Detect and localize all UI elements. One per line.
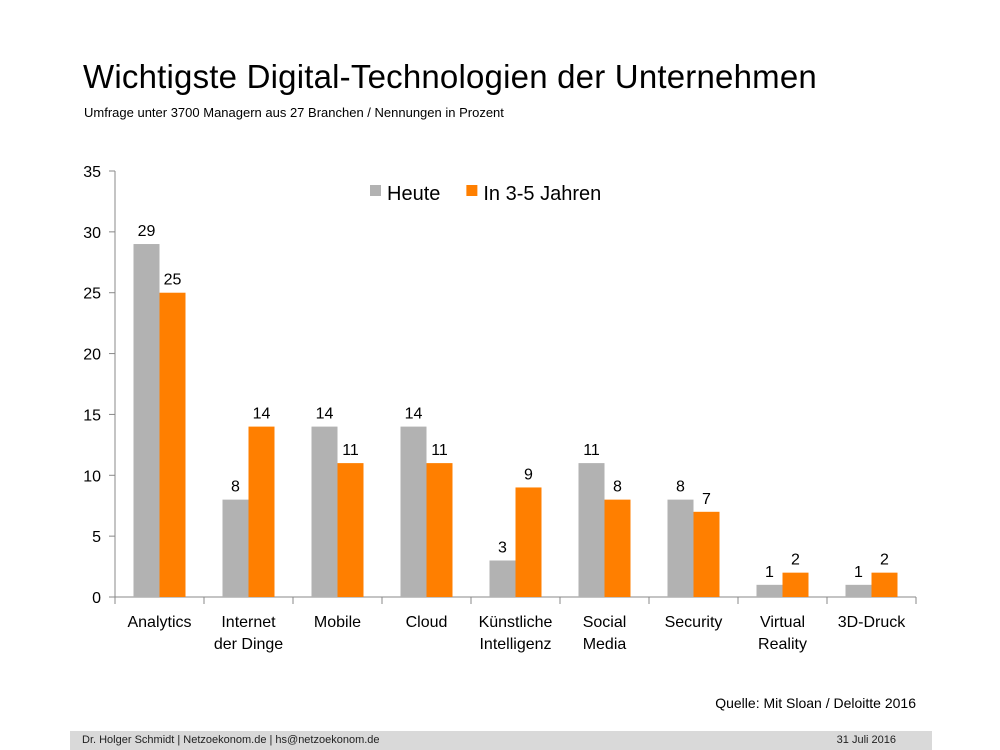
chart-title: Wichtigste Digital-Technologien der Unte… [83, 58, 817, 95]
bar-heute [222, 499, 249, 597]
x-category-label: Künstliche [479, 614, 553, 631]
data-label-heute: 1 [854, 564, 863, 581]
bar-zukunft [515, 487, 542, 597]
bar-heute [400, 426, 427, 597]
y-tick-label: 20 [83, 347, 101, 364]
data-label-zukunft: 7 [702, 491, 711, 508]
y-tick-label: 5 [92, 529, 101, 546]
x-category-label: Mobile [314, 614, 361, 631]
x-category-label: Cloud [406, 614, 448, 631]
data-label-zukunft: 2 [791, 552, 800, 569]
legend-swatch-zukunft [466, 185, 478, 196]
data-label-heute: 14 [405, 406, 423, 423]
data-label-heute: 29 [138, 223, 156, 240]
data-label-heute: 14 [316, 406, 334, 423]
x-category-label: 3D-Druck [838, 614, 907, 631]
footer-author: Dr. Holger Schmidt | Netzoekonom.de | hs… [82, 734, 380, 746]
x-category-label: Social [583, 614, 627, 631]
y-tick-label: 0 [92, 590, 101, 607]
data-label-heute: 1 [765, 564, 774, 581]
bar-heute [845, 584, 872, 597]
bar-zukunft [337, 463, 364, 597]
x-category-label: Internet [221, 614, 276, 631]
x-category-label: Media [583, 636, 627, 653]
bar-zukunft [871, 572, 898, 597]
data-label-zukunft: 8 [613, 479, 622, 496]
y-tick-label: 15 [83, 407, 101, 424]
legend-swatch-heute [370, 185, 381, 196]
bar-heute [578, 463, 605, 597]
x-category-label: Intelligenz [479, 636, 551, 653]
x-category-label: Security [665, 614, 723, 631]
bar-zukunft [426, 463, 453, 597]
legend-label-heute: Heute [387, 183, 440, 205]
y-tick-label: 25 [83, 286, 101, 303]
data-label-heute: 8 [676, 479, 685, 496]
legend-label-zukunft: In 3-5 Jahren [483, 183, 601, 205]
data-label-zukunft: 14 [253, 406, 271, 423]
y-tick-label: 10 [83, 468, 101, 485]
data-label-zukunft: 25 [164, 272, 182, 289]
data-label-zukunft: 2 [880, 552, 889, 569]
bar-zukunft [782, 572, 809, 597]
data-label-heute: 8 [231, 479, 240, 496]
data-label-heute: 3 [498, 539, 507, 556]
bar-zukunft [248, 426, 275, 597]
x-category-label: Analytics [127, 614, 191, 631]
x-category-label: Reality [758, 636, 807, 653]
data-label-zukunft: 9 [524, 466, 533, 483]
data-label-zukunft: 11 [431, 442, 448, 459]
bar-chart: 051015202530352925Analytics814Internetde… [83, 164, 917, 653]
bar-heute [667, 499, 694, 597]
bar-heute [489, 560, 516, 597]
bar-heute [311, 426, 338, 597]
footer-bar: Dr. Holger Schmidt | Netzoekonom.de | hs… [70, 731, 932, 750]
footer-date: 31 Juli 2016 [836, 734, 896, 746]
bar-zukunft [693, 511, 720, 597]
bar-zukunft [604, 499, 631, 597]
data-label-zukunft: 11 [342, 442, 359, 459]
chart-subtitle: Umfrage unter 3700 Managern aus 27 Branc… [84, 105, 504, 120]
source-note: Quelle: Mit Sloan / Deloitte 2016 [715, 695, 916, 711]
data-label-heute: 11 [583, 442, 600, 459]
x-category-label: Virtual [760, 614, 805, 631]
bar-zukunft [159, 292, 186, 597]
y-tick-label: 35 [83, 164, 101, 181]
bar-heute [133, 244, 160, 597]
x-category-label: der Dinge [214, 636, 283, 653]
bar-heute [756, 584, 783, 597]
y-tick-label: 30 [83, 225, 101, 242]
